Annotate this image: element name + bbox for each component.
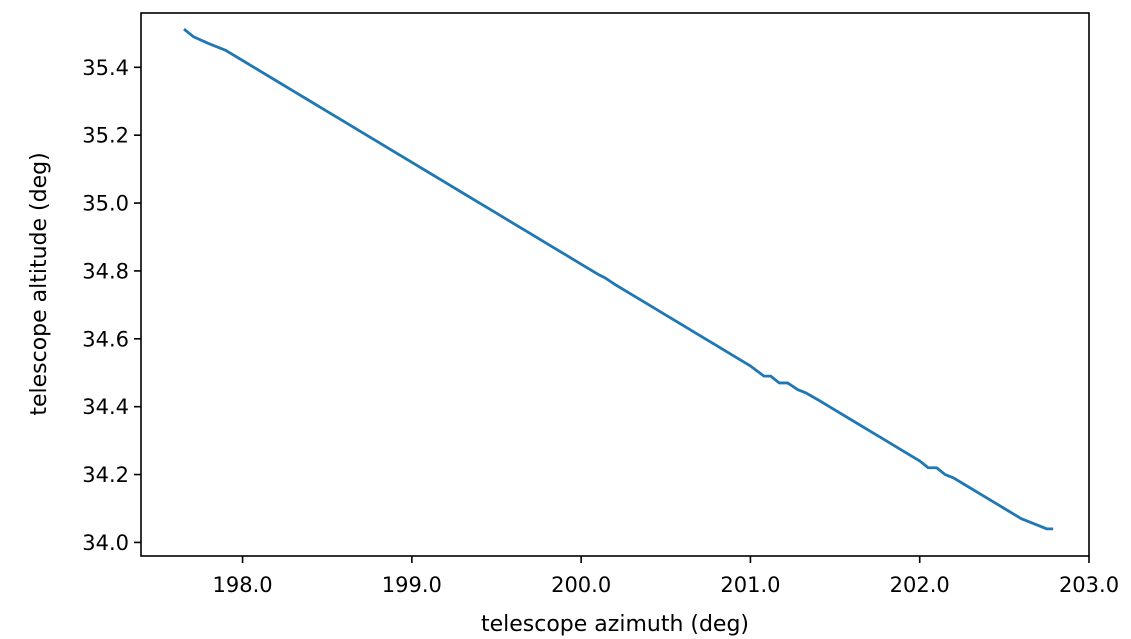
y-tick-label: 35.2 — [82, 124, 129, 148]
y-tick-label: 35.4 — [82, 56, 129, 80]
series-line-0 — [183, 28, 1054, 531]
y-tick-label: 34.8 — [82, 259, 129, 283]
x-tick-label: 200.0 — [551, 573, 611, 597]
y-axis-label: telescope altitude (deg) — [27, 152, 52, 415]
y-tick-label: 34.6 — [82, 327, 129, 351]
x-tick-label: 202.0 — [890, 573, 950, 597]
y-tick-label: 34.2 — [82, 463, 129, 487]
y-axis-ticks: 34.0 34.2 34.4 34.6 34.8 35.0 35.2 35.4 — [82, 56, 141, 555]
y-tick-label: 34.0 — [82, 531, 129, 555]
x-axis-label: telescope azimuth (deg) — [481, 612, 749, 637]
y-tick-label: 35.0 — [82, 192, 129, 216]
x-axis-ticks: 198.0 199.0 200.0 201.0 202.0 203.0 — [213, 556, 1119, 597]
plot-area — [183, 28, 1054, 531]
x-tick-label: 198.0 — [213, 573, 273, 597]
axes-frame — [140, 12, 1090, 557]
x-tick-label: 199.0 — [382, 573, 442, 597]
y-tick-label: 34.4 — [82, 395, 129, 419]
x-tick-label: 201.0 — [720, 573, 780, 597]
x-tick-label: 203.0 — [1059, 573, 1119, 597]
